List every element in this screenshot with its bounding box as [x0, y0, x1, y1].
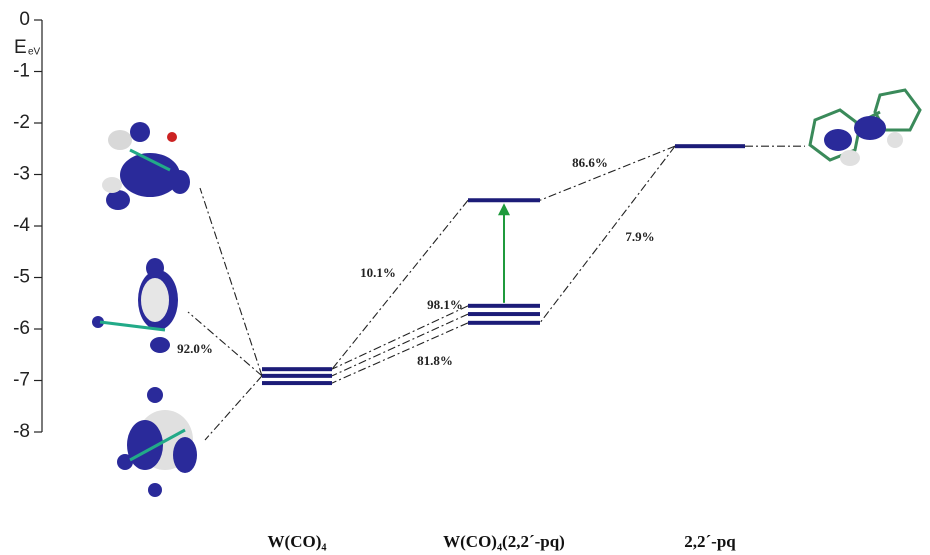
y-tick-label: -3 — [13, 164, 30, 185]
y-tick-label: -6 — [13, 318, 30, 339]
column-label: W(CO)₄ — [268, 532, 327, 551]
column-label: W(CO)₄(2,2´-pq) — [443, 532, 565, 551]
ligand-image — [810, 90, 920, 166]
y-tick-label: -7 — [13, 370, 30, 391]
y-tick-label: -8 — [13, 421, 30, 442]
chart: E eV 0 -1 -2 -3 -4 -5 -6 -7 -8 W(CO)₄ W(CO)₄(2,2´-… — [0, 0, 930, 555]
level — [468, 304, 540, 308]
y-tick-label: -5 — [13, 267, 30, 288]
contribution-label: 98.1% — [427, 297, 463, 312]
y-tick-label: -2 — [13, 112, 30, 133]
y-label: E — [14, 37, 27, 58]
level — [262, 367, 332, 371]
orbital-top — [102, 122, 190, 210]
level — [675, 144, 745, 148]
y-tick-label: -4 — [13, 215, 30, 236]
contribution-label: 10.1% — [360, 265, 396, 280]
column-label: 2,2´-pq — [684, 532, 736, 551]
connector — [540, 146, 675, 323]
contribution-label: 7.9% — [625, 229, 654, 244]
contribution-label: 81.8% — [417, 353, 453, 368]
level — [262, 374, 332, 378]
transition-arrowhead — [498, 203, 510, 215]
y-unit: eV — [28, 47, 41, 58]
orbital-images — [92, 90, 920, 497]
y-tick-label: -1 — [13, 61, 30, 82]
contribution-label: 86.6% — [572, 155, 608, 170]
y-tick-label: 0 — [19, 9, 30, 30]
connector — [332, 200, 468, 369]
orbital-middle — [92, 258, 178, 353]
level — [468, 198, 540, 202]
orbital-bottom — [117, 387, 197, 497]
connector — [205, 376, 262, 440]
contribution-label: 92.0% — [177, 341, 213, 356]
level — [468, 321, 540, 325]
level — [468, 312, 540, 316]
level — [262, 381, 332, 385]
